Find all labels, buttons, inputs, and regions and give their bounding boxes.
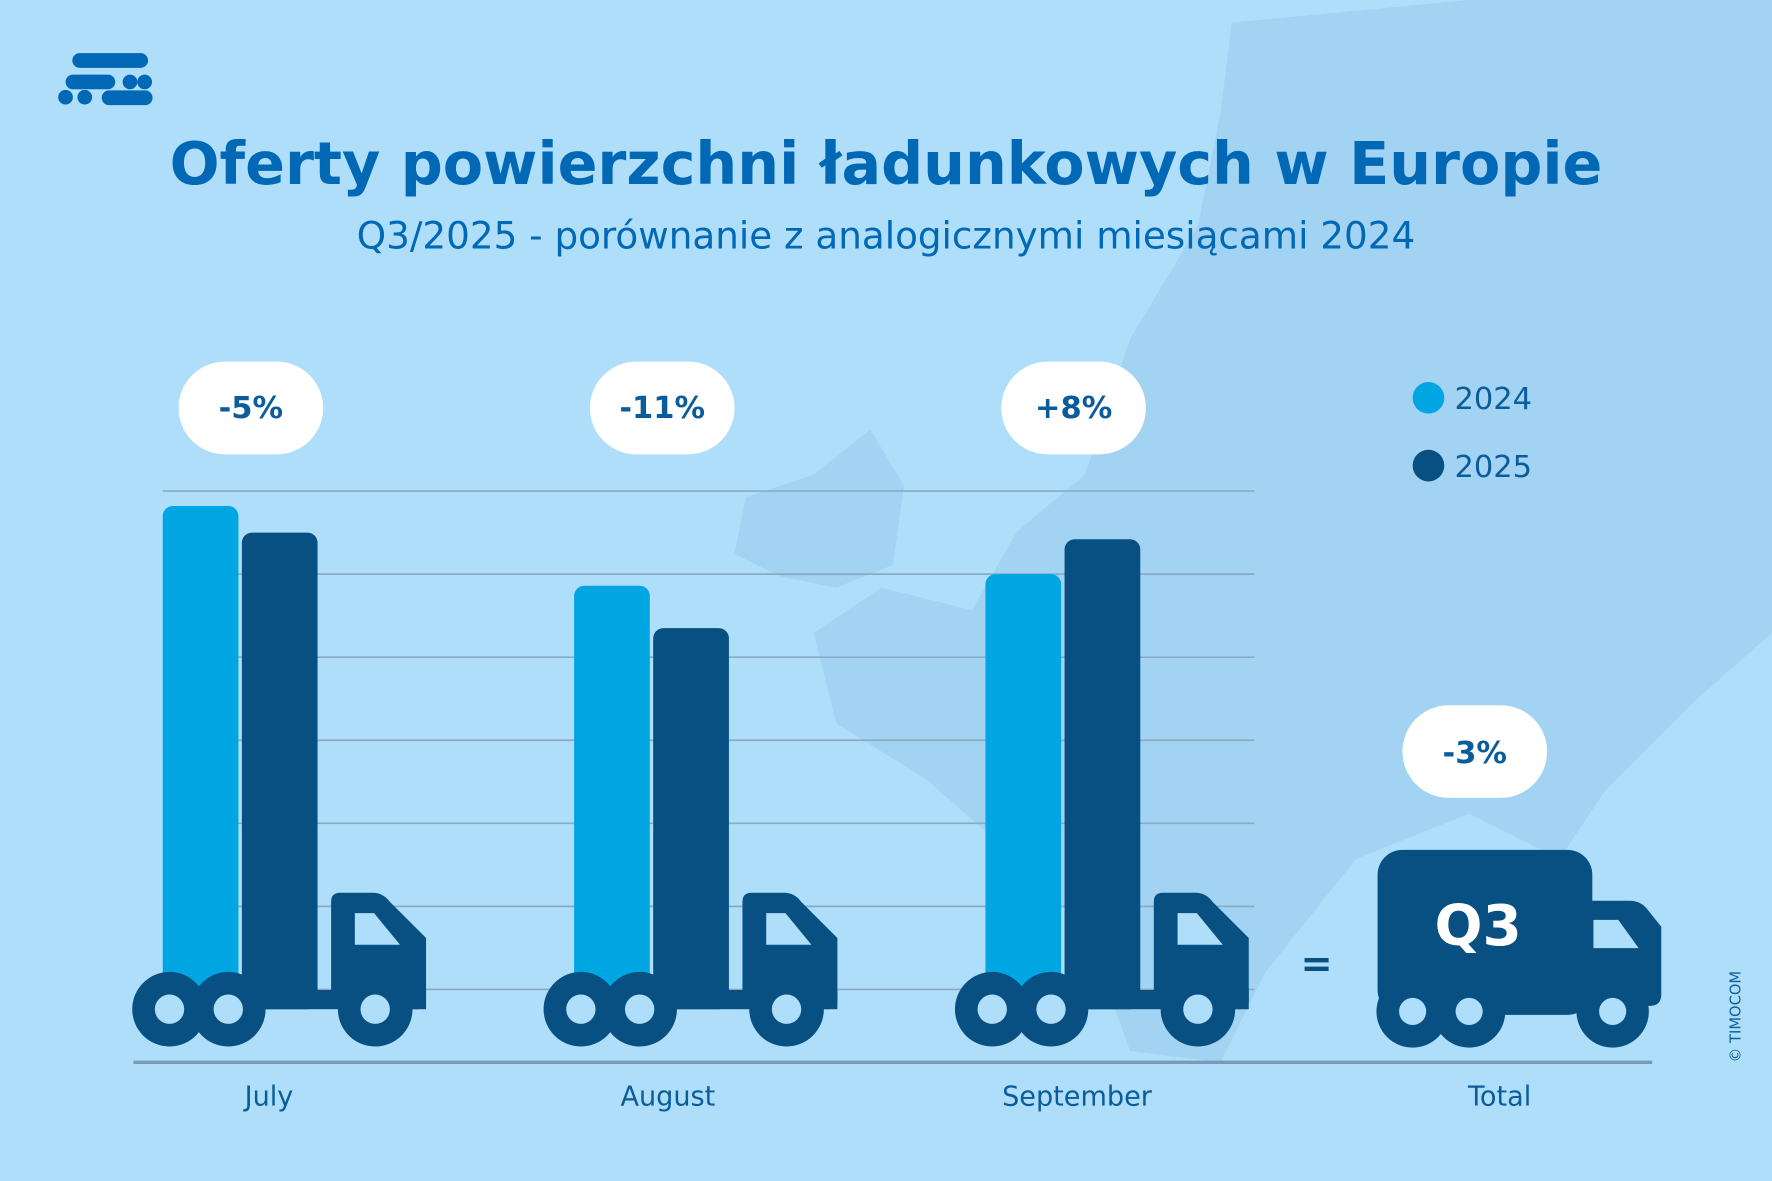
bar-2024-september: [985, 574, 1062, 1010]
bar-2024-august: [574, 585, 650, 1010]
total-change-label: -3%: [1443, 736, 1507, 771]
trucks: [132, 892, 1249, 1047]
change-label-august: -11%: [619, 391, 705, 426]
page-title: Oferty powierzchni ładunkowych w Europie: [170, 129, 1603, 198]
legend-swatch-2025: [1412, 449, 1445, 482]
total-truck-icon: Q3: [1376, 849, 1662, 1048]
x-label-september: September: [1002, 1081, 1153, 1112]
x-label-total: Total: [1467, 1081, 1531, 1112]
bar-2025-july: [241, 532, 318, 1010]
bar-2024-july: [162, 506, 239, 1010]
total-truck-label: Q3: [1435, 894, 1522, 959]
change-bubbles: -5% -11% +8%: [178, 361, 1146, 455]
equals-sign: =: [1300, 941, 1332, 986]
total-change-bubble: -3%: [1402, 705, 1548, 798]
bars: [162, 506, 1141, 1010]
legend-label-2024: 2024: [1454, 382, 1532, 417]
legend-label-2025: 2025: [1454, 450, 1532, 485]
bar-2025-august: [653, 628, 729, 1010]
change-bubble-july: [178, 361, 324, 455]
x-axis-labels: July August September: [243, 1081, 1153, 1112]
x-label-august: August: [620, 1081, 715, 1112]
x-label-july: July: [243, 1081, 294, 1112]
change-label-september: +8%: [1035, 391, 1112, 426]
change-label-july: -5%: [219, 391, 283, 426]
truck-icon: [543, 892, 838, 1047]
truck-icon: [954, 892, 1249, 1047]
change-bubble-august: [589, 361, 735, 455]
legend-swatch-2024: [1412, 381, 1445, 414]
truck-icon: [132, 892, 427, 1047]
bar-2025-september: [1064, 539, 1141, 1010]
change-bubble-september: [1001, 361, 1146, 455]
timocom-logo-icon: [58, 53, 153, 106]
copyright: © TIMOCOM: [1727, 971, 1744, 1062]
page-subtitle: Q3/2025 - porównanie z analogicznymi mie…: [357, 214, 1415, 258]
legend: 2024 2025: [1412, 381, 1532, 485]
